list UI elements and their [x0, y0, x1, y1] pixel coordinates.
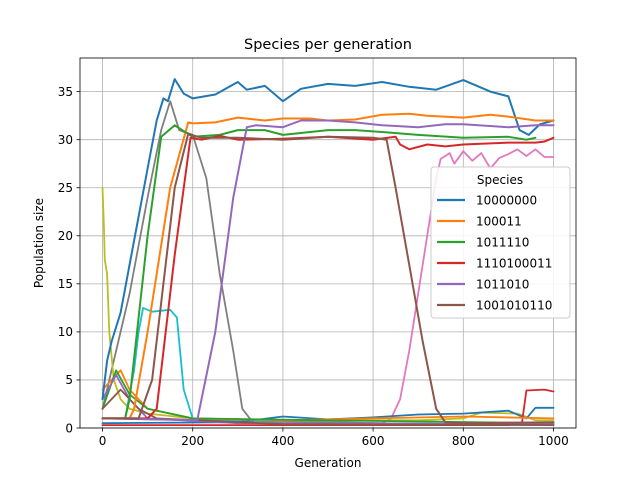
series-line-1011110	[101, 124, 537, 420]
y-tick-label: 0	[65, 421, 73, 435]
legend-frame	[430, 166, 571, 319]
x-tick-label: 800	[452, 434, 475, 448]
legend-label: 1110100011	[476, 257, 552, 271]
y-tick-label: 20	[58, 229, 73, 243]
legend-title: Species	[477, 173, 523, 187]
series-layer	[101, 78, 555, 426]
x-tick-label: 600	[362, 434, 385, 448]
legend-label: 10000000	[476, 194, 537, 208]
series-line-1110100011	[101, 134, 555, 420]
plot-frame	[79, 57, 577, 429]
x-tick-label: 400	[271, 434, 294, 448]
y-tick-label: 10	[58, 325, 73, 339]
series-line	[101, 369, 555, 425]
legend-label: 1001010110	[476, 299, 552, 313]
series-line	[101, 148, 555, 425]
y-tick-label: 35	[58, 85, 73, 99]
series-line-10000000	[101, 78, 555, 401]
y-axis-label: Population size	[32, 198, 46, 288]
series-line	[101, 388, 555, 426]
y-axis: 0 5 10 15 20 25 30 35	[58, 85, 80, 435]
x-tick-label: 0	[99, 434, 107, 448]
y-tick-label: 5	[65, 373, 73, 387]
series-line-1001010110	[101, 132, 555, 425]
y-tick-label: 25	[58, 181, 73, 195]
series-line	[101, 406, 555, 425]
chart-title: Species per generation	[244, 37, 412, 53]
legend-label: 1011010	[476, 278, 529, 292]
y-tick-label: 30	[58, 133, 73, 147]
legend-label: 1011110	[476, 236, 529, 250]
series-line-1011010	[101, 119, 555, 422]
legend-entries: 10000000 100011 1011110 1110100011 1011010 10…	[437, 194, 552, 313]
x-tick-label: 200	[181, 434, 204, 448]
x-axis: 0 200 400 600 800 1000	[99, 428, 569, 448]
x-tick-label: 1000	[538, 434, 569, 448]
legend: Species 10000000100011101111011101000111…	[430, 166, 571, 319]
series-line-100011	[101, 112, 555, 420]
legend-label: 100011	[476, 215, 522, 229]
x-axis-label: Generation	[295, 456, 362, 470]
y-tick-label: 15	[58, 277, 73, 291]
